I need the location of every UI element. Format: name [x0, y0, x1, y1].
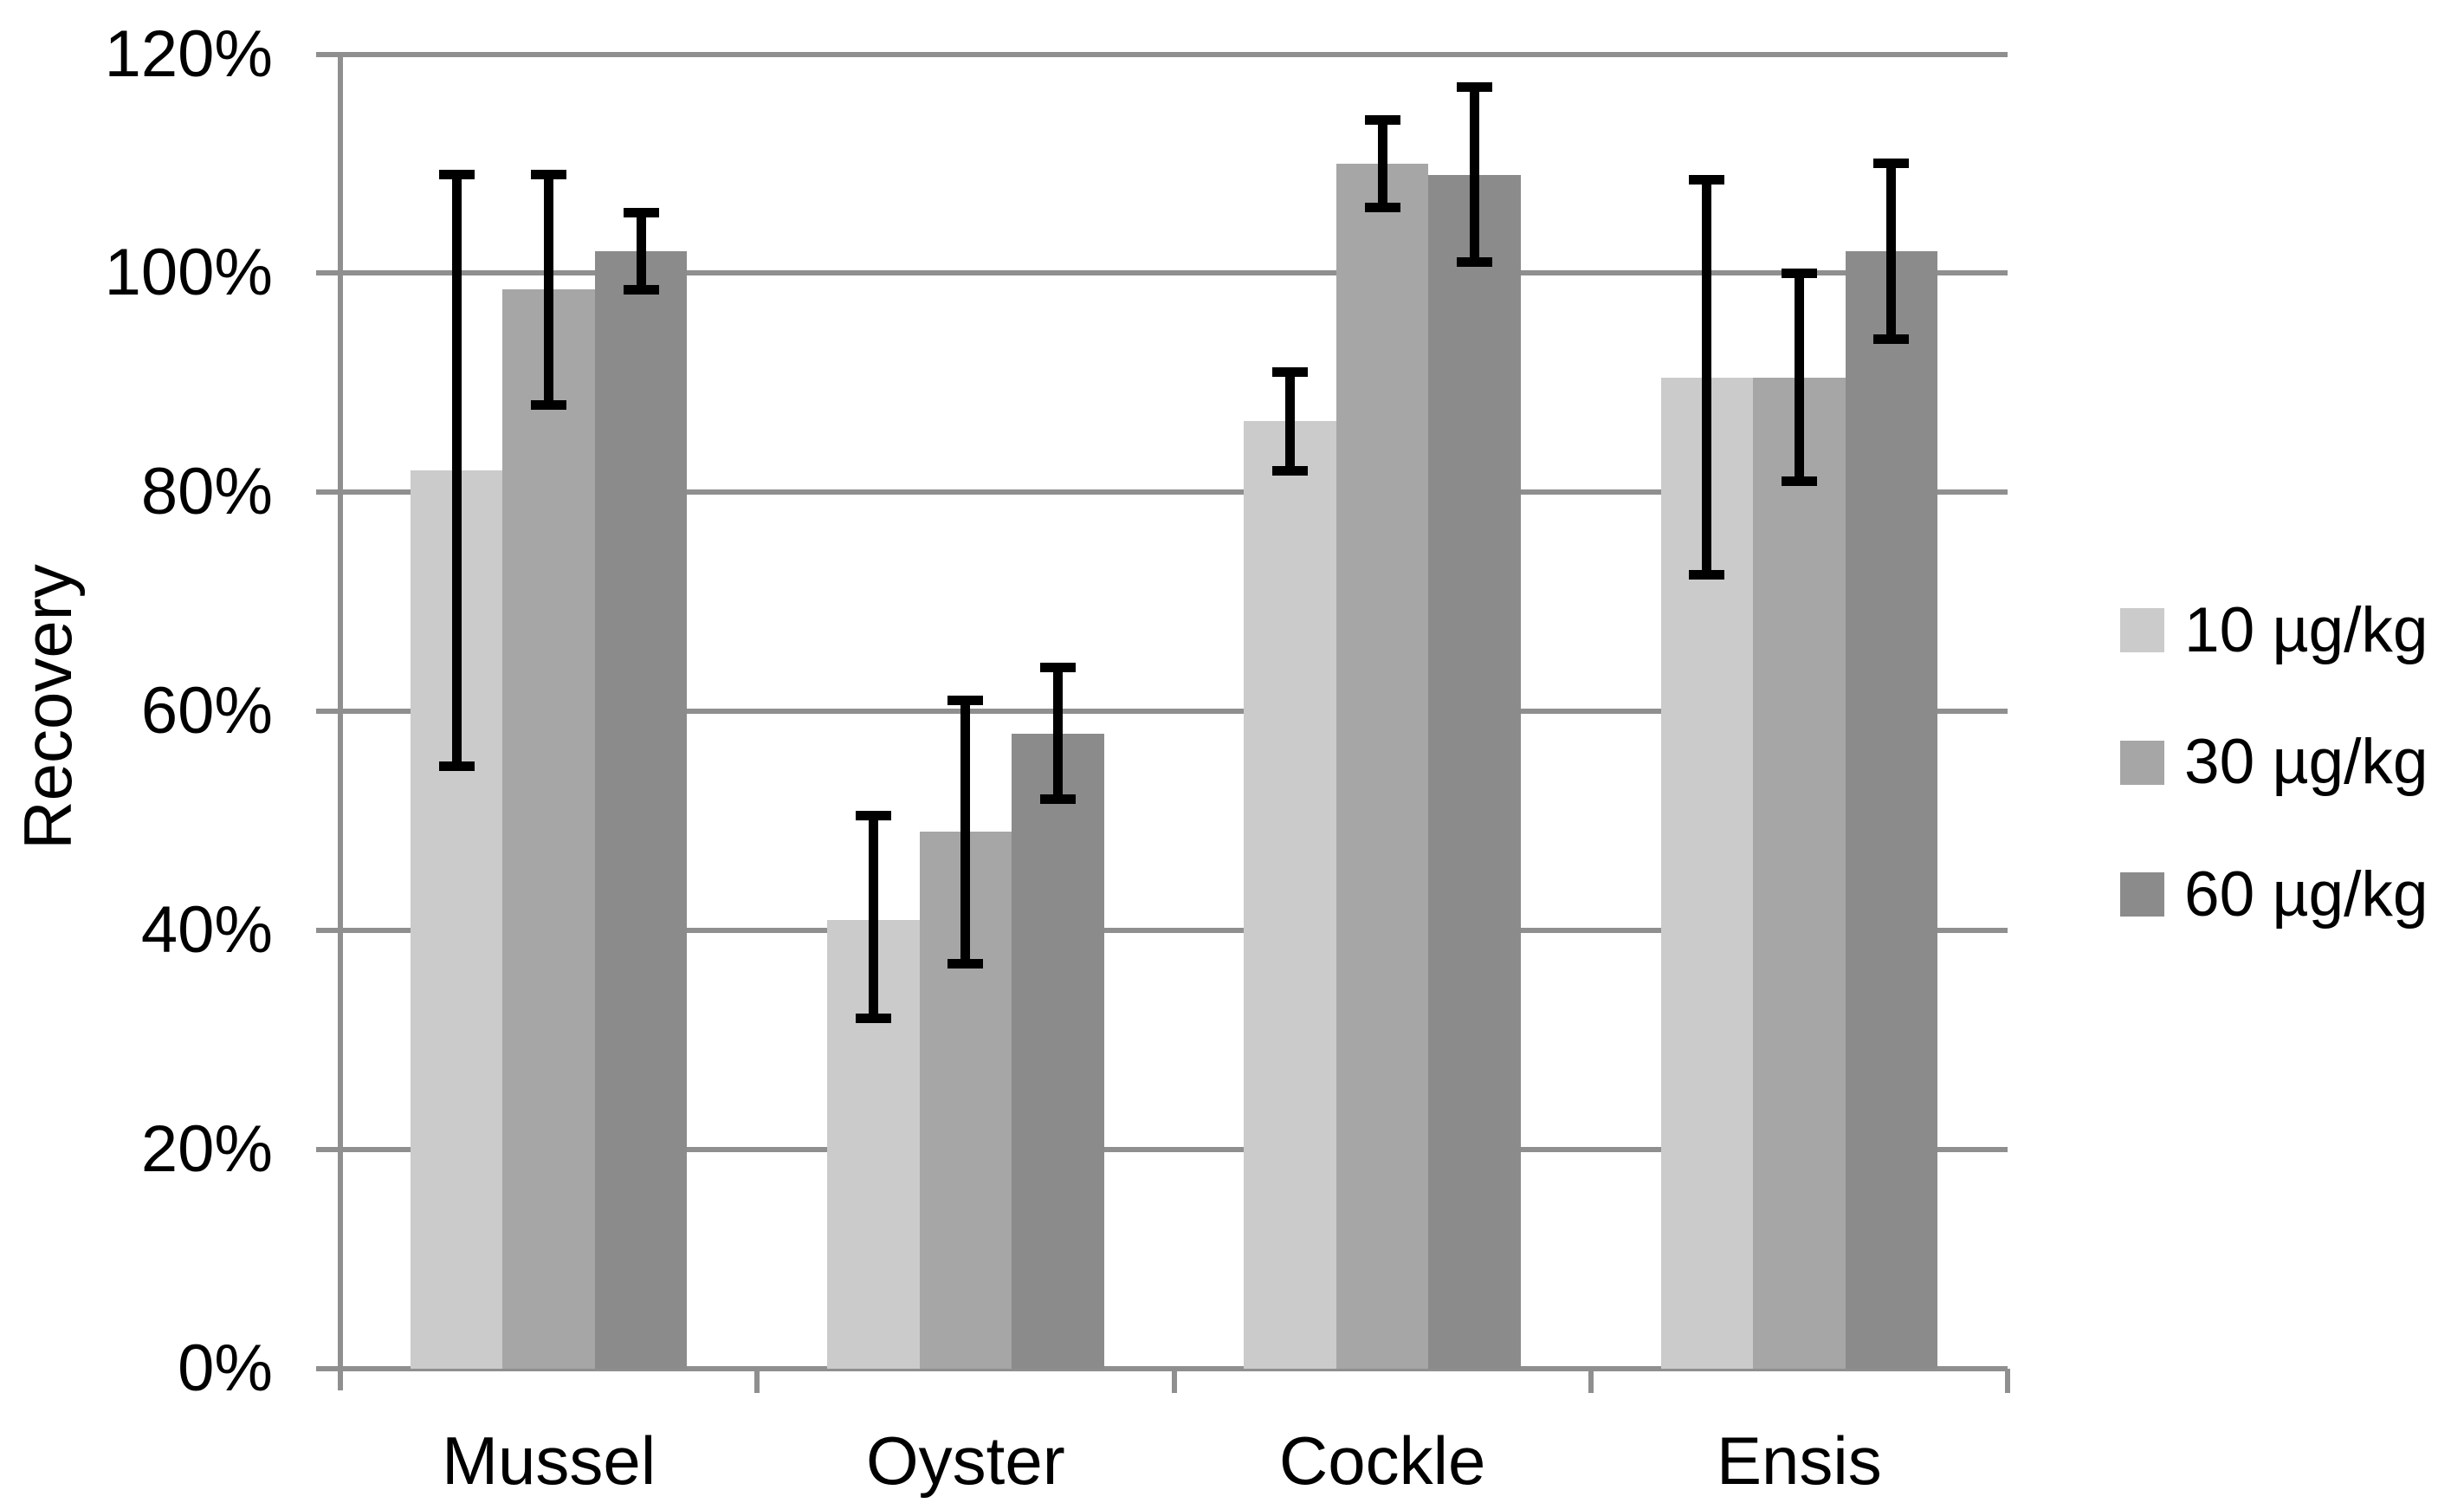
errorbar-oyster-series2-cap-bottom	[947, 958, 984, 969]
errorbar-mussel-series3-cap-top	[623, 208, 659, 218]
bar-mussel-series3	[594, 251, 688, 1369]
y-tick-label: 100%	[104, 236, 273, 310]
errorbar-oyster-series3-whisker	[1052, 667, 1063, 800]
errorbar-cockle-series2-cap-top	[1364, 114, 1400, 125]
gridline	[316, 1147, 2008, 1153]
legend-label-series3: 60 µg/kg	[2184, 858, 2428, 930]
errorbar-oyster-series2-cap-top	[947, 696, 984, 706]
legend-swatch-series1	[2120, 608, 2164, 652]
x-category-label-ensis: Ensis	[1717, 1422, 1882, 1499]
bar-cockle-series1	[1244, 421, 1336, 1369]
x-axis-tick	[1171, 1369, 1177, 1393]
legend-label-series2: 30 µg/kg	[2184, 727, 2428, 797]
errorbar-ensis-series3-cap-top	[1873, 159, 1910, 169]
y-tick-label: 80%	[140, 455, 273, 529]
gridline	[316, 51, 2008, 57]
y-tick-label: 120%	[104, 16, 273, 91]
errorbar-cockle-series3-cap-top	[1457, 81, 1493, 92]
errorbar-ensis-series1-whisker	[1702, 179, 1712, 575]
bar-oyster-series3	[1012, 733, 1104, 1369]
x-axis-line	[316, 1366, 2008, 1371]
errorbar-ensis-series2-cap-bottom	[1781, 476, 1817, 487]
errorbar-mussel-series3-whisker	[636, 212, 646, 290]
errorbar-mussel-series1-cap-top	[438, 170, 475, 180]
x-category-label-oyster: Oyster	[866, 1422, 1065, 1499]
errorbar-cockle-series1-cap-bottom	[1272, 465, 1309, 476]
legend-swatch-series2	[2120, 740, 2164, 785]
errorbar-mussel-series2-cap-bottom	[531, 399, 567, 410]
errorbar-ensis-series1-cap-bottom	[1689, 569, 1725, 580]
errorbar-cockle-series2-cap-bottom	[1364, 203, 1400, 213]
legend-label-series1: 10 µg/kg	[2184, 594, 2428, 665]
bar-cockle-series3	[1428, 174, 1521, 1369]
errorbar-oyster-series3-cap-top	[1039, 663, 1076, 673]
x-axis-tick	[754, 1369, 760, 1393]
x-axis-tick	[1588, 1369, 1594, 1393]
legend-swatch-series3	[2120, 872, 2164, 917]
errorbar-ensis-series2-cap-top	[1781, 268, 1817, 278]
errorbar-cockle-series1-cap-top	[1272, 366, 1309, 377]
errorbar-cockle-series3-whisker	[1470, 87, 1480, 262]
errorbar-ensis-series2-whisker	[1794, 273, 1804, 482]
errorbar-mussel-series3-cap-bottom	[623, 284, 659, 295]
y-tick-label: 0%	[178, 1331, 273, 1405]
x-category-label-mussel: Mussel	[442, 1422, 656, 1499]
y-tick-label: 40%	[140, 893, 273, 968]
gridline	[316, 928, 2008, 934]
errorbar-oyster-series1-whisker	[868, 815, 878, 1019]
errorbar-oyster-series2-whisker	[960, 700, 971, 964]
errorbar-ensis-series1-cap-top	[1689, 175, 1725, 185]
errorbar-mussel-series2-cap-top	[531, 170, 567, 180]
errorbar-oyster-series1-cap-top	[855, 810, 891, 820]
y-axis-line	[338, 51, 343, 1390]
bar-ensis-series2	[1753, 377, 1846, 1369]
errorbar-mussel-series2-whisker	[544, 174, 554, 405]
errorbar-cockle-series3-cap-bottom	[1457, 257, 1493, 268]
errorbar-ensis-series3-whisker	[1886, 163, 1897, 340]
gridline	[316, 709, 2008, 715]
errorbar-oyster-series3-cap-bottom	[1039, 794, 1076, 804]
y-tick-label: 20%	[140, 1112, 273, 1187]
bar-mussel-series2	[502, 289, 595, 1369]
errorbar-ensis-series3-cap-bottom	[1873, 334, 1910, 344]
errorbar-cockle-series2-whisker	[1377, 120, 1387, 208]
errorbar-mussel-series1-whisker	[451, 174, 462, 767]
x-axis-tick	[2005, 1369, 2010, 1393]
errorbar-cockle-series1-whisker	[1285, 372, 1296, 471]
gridline	[316, 270, 2008, 276]
y-tick-label: 60%	[140, 674, 273, 748]
bar-ensis-series3	[1845, 251, 1938, 1369]
bar-cockle-series2	[1335, 163, 1429, 1369]
errorbar-mussel-series1-cap-bottom	[438, 761, 475, 771]
errorbar-oyster-series1-cap-bottom	[855, 1013, 891, 1023]
x-category-label-cockle: Cockle	[1278, 1422, 1486, 1499]
gridline	[316, 489, 2008, 496]
